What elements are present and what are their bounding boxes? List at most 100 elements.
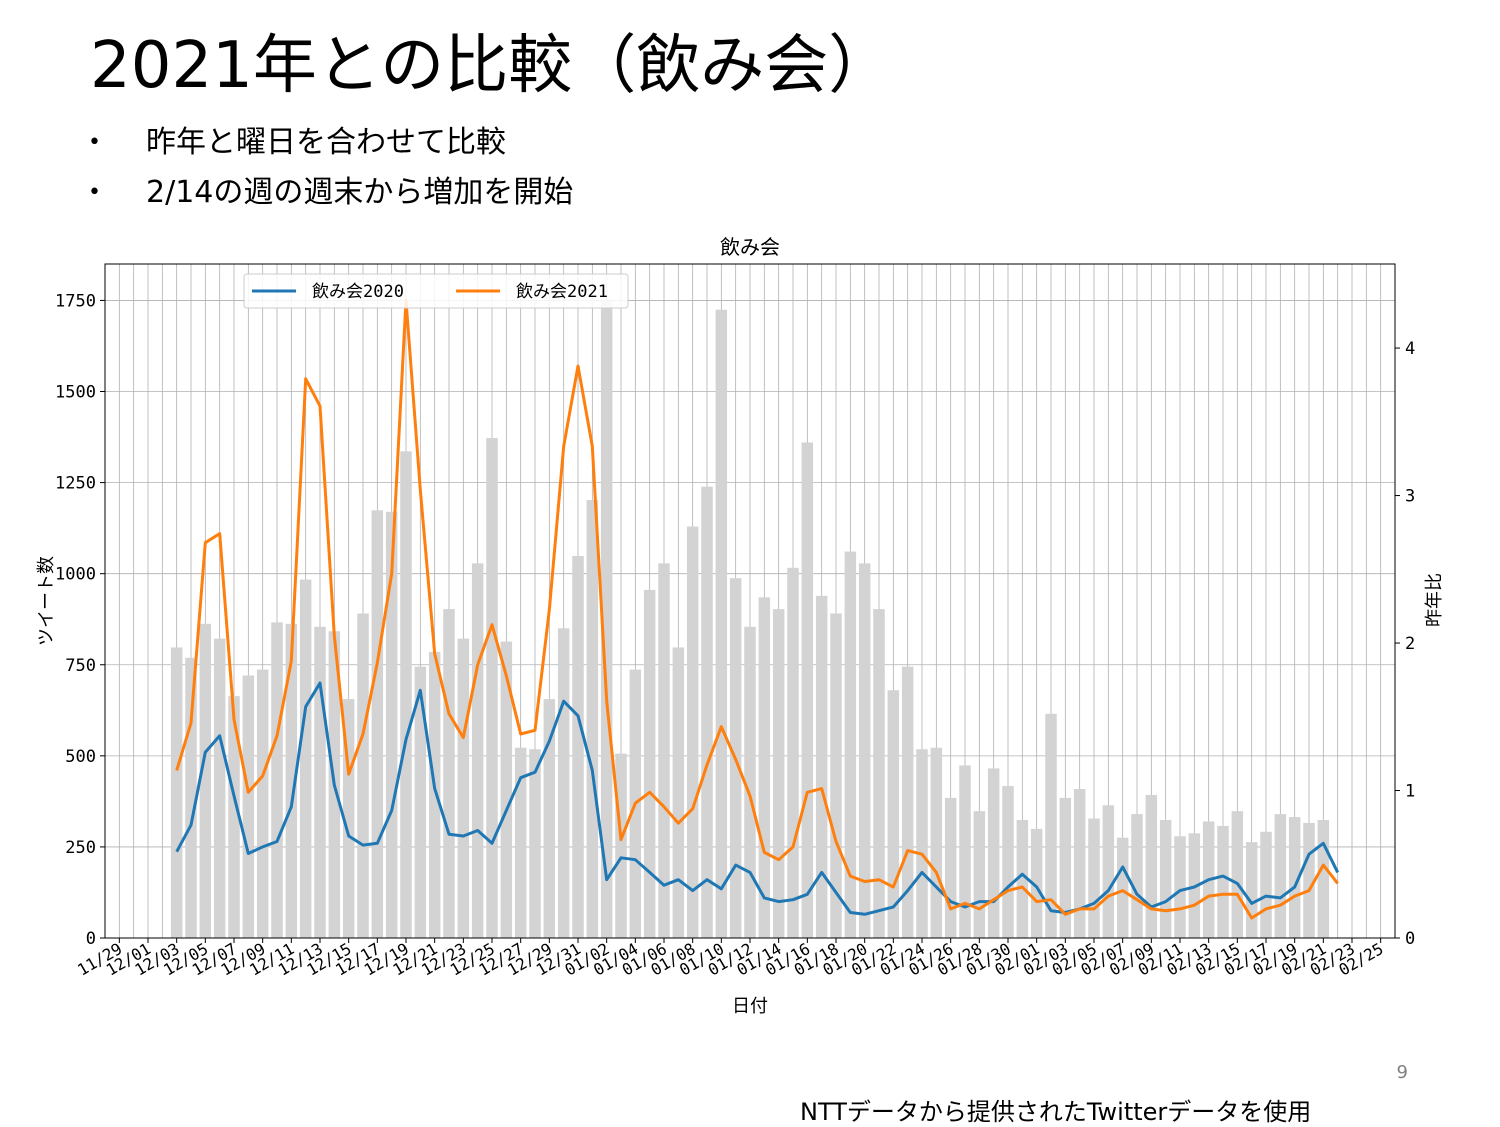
- ratio-bar: [944, 797, 957, 938]
- ratio-bar: [400, 451, 412, 938]
- ratio-bar: [686, 526, 699, 938]
- ratio-bar: [543, 699, 556, 938]
- bullet-text: 2/14の週の週末から増加を開始: [146, 175, 574, 210]
- y-tick-label: 500: [65, 747, 96, 767]
- ratio-bar: [772, 609, 785, 938]
- ratio-bar: [285, 623, 298, 938]
- ratio-bar: [844, 551, 857, 938]
- ratio-bar: [787, 567, 799, 938]
- ratio-bar: [199, 623, 212, 938]
- chart-title: 飲み会: [720, 235, 780, 259]
- ratio-bar: [744, 626, 756, 938]
- ratio-bar: [1016, 820, 1029, 938]
- ratio-bar: [271, 622, 283, 938]
- y-tick-label: 1000: [55, 565, 96, 585]
- ratio-bar: [342, 699, 355, 938]
- y-tick-label: 1750: [55, 291, 96, 311]
- source-note: NTTデータから提供されたTwitterデータを使用: [800, 1098, 1312, 1126]
- ratio-bar: [930, 747, 943, 938]
- ratio-bar: [242, 675, 255, 938]
- ratio-bar: [357, 613, 369, 938]
- ratio-bar: [586, 499, 599, 938]
- legend-box: [243, 273, 629, 309]
- ratio-bar: [228, 696, 240, 938]
- ratio-bar: [701, 486, 713, 938]
- y2-tick-label: 2: [1405, 634, 1415, 654]
- bullet-text: 昨年と曜日を合わせて比較: [146, 125, 506, 160]
- bullet-item: • 昨年と曜日を合わせて比較: [88, 118, 573, 168]
- ratio-bar: [1073, 789, 1086, 938]
- ratio-bar: [1030, 828, 1043, 938]
- ratio-bar: [500, 641, 513, 938]
- ratio-bar: [170, 647, 183, 938]
- ratio-bar: [858, 563, 871, 938]
- ratio-bar: [672, 647, 685, 938]
- ratio-bar: [299, 579, 312, 938]
- ratio-bar: [414, 666, 427, 938]
- bullet-dot: •: [88, 180, 101, 205]
- ratio-bar: [887, 690, 900, 938]
- y2-axis-label: 昨年比: [1424, 573, 1445, 627]
- ratio-bar: [658, 563, 670, 938]
- x-axis-label: 日付: [732, 996, 768, 1017]
- ratio-bar: [572, 556, 584, 938]
- ratio-bar: [1303, 822, 1315, 938]
- ratio-bar: [428, 651, 441, 938]
- ratio-bar: [256, 669, 269, 938]
- series-line: [175, 298, 1339, 920]
- ratio-bar: [529, 749, 541, 938]
- ratio-bar: [600, 300, 613, 938]
- ratio-bar: [1159, 820, 1172, 938]
- ratio-bar: [457, 638, 470, 938]
- ratio-bar: [443, 609, 455, 938]
- ratio-bar: [213, 638, 226, 938]
- y2-tick-label: 0: [1405, 929, 1415, 949]
- ratio-bar: [643, 589, 656, 938]
- y-tick-label: 1250: [55, 474, 96, 494]
- ratio-bar: [758, 597, 771, 938]
- y-tick-label: 1500: [55, 383, 96, 403]
- ratio-bar: [1045, 713, 1057, 938]
- ratio-bar: [973, 811, 986, 938]
- ratio-bar: [830, 613, 842, 938]
- bullet-list: • 昨年と曜日を合わせて比較 • 2/14の週の週末から増加を開始: [88, 118, 573, 218]
- ratio-bar: [1317, 820, 1330, 938]
- ratio-bar: [901, 666, 914, 938]
- ratio-bar: [815, 595, 828, 938]
- ratio-bar: [557, 628, 570, 938]
- ratio-bar: [1260, 831, 1272, 938]
- ratio-bar: [1059, 797, 1072, 938]
- ratio-bar: [371, 510, 384, 938]
- series-line: [175, 681, 1340, 916]
- y2-tick-label: 3: [1405, 487, 1415, 507]
- ratio-bar: [715, 309, 728, 938]
- ratio-bar: [1174, 836, 1186, 938]
- ratio-bar: [486, 438, 498, 938]
- ratio-bar: [1088, 818, 1100, 938]
- ratio-bar: [1145, 794, 1158, 938]
- ratio-bar: [801, 442, 814, 938]
- ratio-bar: [959, 765, 971, 938]
- legend-label: 飲み会2020: [312, 282, 404, 302]
- y-tick-label: 750: [65, 656, 96, 676]
- ratio-bar: [1231, 811, 1244, 938]
- ratio-bar: [1245, 842, 1258, 938]
- slide-title: 2021年との比較（飲み会）: [90, 29, 893, 103]
- legend-label: 飲み会2021: [516, 282, 608, 302]
- ratio-bar: [987, 768, 1000, 938]
- y-axis-label: ツイート数: [36, 556, 57, 646]
- ratio-bar: [1217, 825, 1229, 938]
- y-tick-label: 0: [86, 929, 96, 949]
- ratio-bar: [1116, 837, 1129, 938]
- y-tick-label: 250: [65, 838, 96, 858]
- bullet-dot: •: [88, 130, 101, 155]
- ratio-bar: [1288, 817, 1301, 938]
- ratio-bar: [314, 626, 326, 938]
- ratio-bar: [185, 657, 197, 938]
- ratio-bar: [1002, 786, 1014, 938]
- ratio-bar: [1102, 805, 1115, 938]
- page-number: 9: [1396, 1062, 1408, 1083]
- ratio-bar: [873, 609, 885, 938]
- ratio-bar: [385, 511, 398, 938]
- bullet-item: • 2/14の週の週末から増加を開始: [88, 168, 573, 218]
